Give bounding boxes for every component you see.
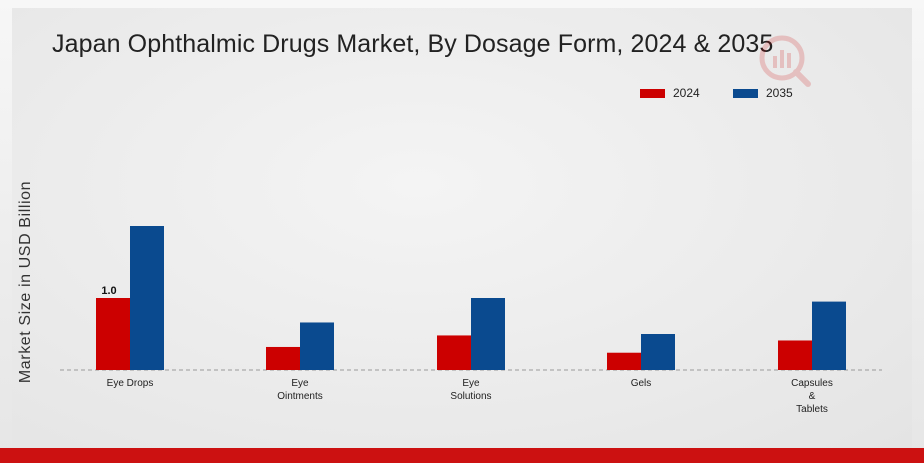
legend-item-2035: 2035 — [733, 86, 793, 100]
bar-2024-0 — [96, 298, 130, 370]
bar-2024-3 — [607, 352, 641, 370]
x-tick-label-3: Gels — [631, 378, 652, 389]
bar-2035-4 — [812, 301, 846, 370]
bar-2035-0 — [130, 226, 164, 370]
bar-2035-1 — [300, 322, 334, 370]
x-tick-label-2: Eye Solutions — [450, 378, 491, 402]
legend-swatch-2024 — [640, 88, 665, 98]
x-tick-label-4: Capsules & Tablets — [791, 378, 833, 415]
chart-title: Japan Ophthalmic Drugs Market, By Dosage… — [52, 30, 774, 58]
legend-item-2024: 2024 — [640, 86, 700, 100]
footer-accent-bar — [0, 448, 924, 463]
bar-2035-2 — [471, 298, 505, 370]
x-tick-label-1: Eye Ointments — [277, 378, 323, 402]
legend-swatch-2035 — [733, 88, 758, 98]
bar-2024-1 — [266, 346, 300, 370]
legend-label-2024: 2024 — [673, 86, 700, 100]
legend-label-2035: 2035 — [766, 86, 793, 100]
bar-2024-4 — [778, 340, 812, 370]
bar-2035-3 — [641, 334, 675, 370]
data-label-0: 1.0 — [101, 285, 116, 297]
x-tick-label-0: Eye Drops — [107, 378, 154, 389]
bar-2024-2 — [437, 335, 471, 370]
brand-logo-icon — [759, 35, 811, 87]
